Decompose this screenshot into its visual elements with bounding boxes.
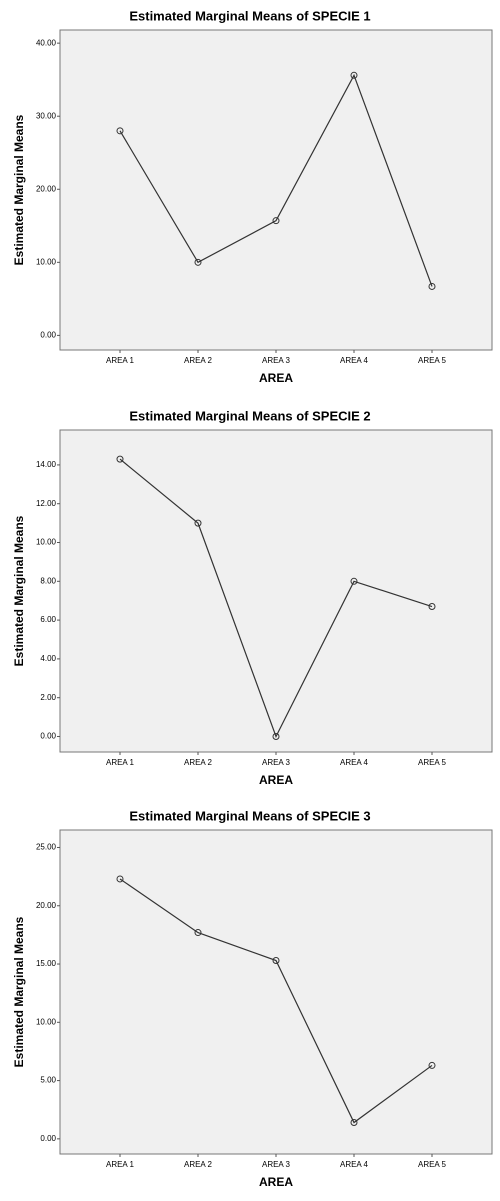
x-tick-label: AREA 1: [106, 758, 135, 767]
x-tick-label: AREA 1: [106, 1160, 135, 1169]
plot-area: [59, 429, 493, 753]
y-tick-label: 8.00: [40, 576, 56, 585]
point: [194, 929, 202, 937]
y-tick-label: 12.00: [36, 499, 57, 508]
chart-title: Estimated Marginal Means of SPECIE 1: [129, 8, 370, 23]
point: [116, 875, 124, 883]
point: [428, 282, 436, 290]
point: [272, 957, 280, 965]
point: [428, 1061, 436, 1069]
x-tick-label: AREA 5: [418, 758, 447, 767]
y-axis-title: Estimated Marginal Means: [12, 515, 26, 666]
x-tick-label: AREA 5: [418, 1160, 447, 1169]
point: [194, 519, 202, 527]
y-tick-label: 5.00: [40, 1076, 56, 1085]
chart-title: Estimated Marginal Means of SPECIE 2: [129, 408, 370, 423]
x-axis-title: AREA: [259, 371, 293, 385]
point: [350, 577, 358, 585]
y-axis-title: Estimated Marginal Means: [12, 916, 26, 1067]
y-tick-label: 15.00: [36, 959, 57, 968]
x-tick-label: AREA 2: [184, 1160, 213, 1169]
y-tick-label: 20.00: [36, 901, 57, 910]
point: [272, 732, 280, 740]
line: [119, 878, 433, 1124]
x-tick-label: AREA 4: [340, 356, 369, 365]
point: [116, 127, 124, 135]
chart: Estimated Marginal Means of SPECIE 2 AREA…: [12, 408, 493, 787]
x-axis-title: AREA: [259, 1175, 293, 1189]
point: [350, 1119, 358, 1127]
point: [428, 603, 436, 611]
x-tick-label: AREA 5: [418, 356, 447, 365]
x-tick-label: AREA 1: [106, 356, 135, 365]
x-tick-label: AREA 3: [262, 1160, 291, 1169]
y-tick-label: 6.00: [40, 615, 56, 624]
y-tick-label: 0.00: [40, 732, 56, 741]
y-tick-label: 30.00: [36, 111, 57, 120]
y-tick-label: 20.00: [36, 184, 57, 193]
line: [119, 458, 433, 738]
x-axis-title: AREA: [259, 773, 293, 787]
x-tick-label: AREA 2: [184, 356, 213, 365]
line: [119, 73, 433, 287]
point: [272, 217, 280, 225]
x-tick-label: AREA 4: [340, 758, 369, 767]
y-tick-label: 40.00: [36, 38, 57, 47]
y-tick-label: 10.00: [36, 257, 57, 266]
plot-area: [59, 829, 493, 1155]
plot-area: [59, 29, 493, 351]
point: [116, 455, 124, 463]
chart: Estimated Marginal Means of SPECIE 3 AREA…: [12, 808, 493, 1189]
y-tick-label: 4.00: [40, 654, 56, 663]
y-tick-label: 10.00: [36, 538, 57, 547]
x-tick-label: AREA 3: [262, 758, 291, 767]
y-tick-label: 0.00: [40, 1134, 56, 1143]
x-tick-label: AREA 3: [262, 356, 291, 365]
y-tick-label: 2.00: [40, 693, 56, 702]
y-tick-label: 14.00: [36, 460, 57, 469]
chart: Estimated Marginal Means of SPECIE 1 AREA…: [12, 8, 493, 385]
y-tick-label: 25.00: [36, 843, 57, 852]
x-tick-label: AREA 4: [340, 1160, 369, 1169]
point: [194, 258, 202, 266]
point: [350, 71, 358, 79]
y-tick-label: 0.00: [40, 330, 56, 339]
x-tick-label: AREA 2: [184, 758, 213, 767]
y-axis-title: Estimated Marginal Means: [12, 114, 26, 265]
y-tick-label: 10.00: [36, 1017, 57, 1026]
chart-title: Estimated Marginal Means of SPECIE 3: [129, 808, 370, 823]
